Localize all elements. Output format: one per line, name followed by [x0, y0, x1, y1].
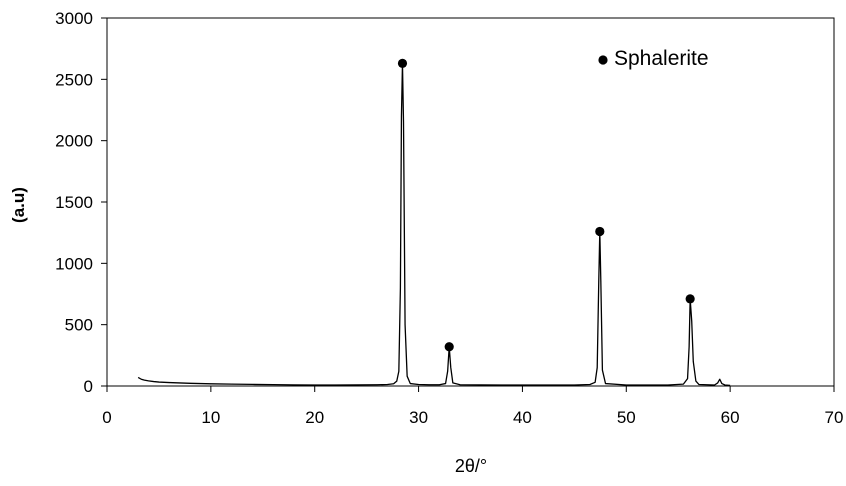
series-line [137, 62, 731, 387]
y-tick-label: 0 [84, 377, 93, 396]
y-tick-label: 2500 [55, 70, 93, 89]
peak-marker [397, 58, 408, 68]
plot-area-border [106, 17, 835, 387]
y-tick-label: 3000 [55, 9, 93, 28]
peak-marker [444, 342, 454, 352]
x-tick-label: 50 [617, 408, 636, 427]
y-axis-label: (a.u) [9, 187, 28, 223]
legend-marker-icon [598, 55, 608, 65]
legend-label: Sphalerite [614, 47, 709, 70]
series-group [137, 62, 731, 387]
x-tick-label: 0 [102, 408, 111, 427]
x-tick-label: 30 [409, 408, 428, 427]
peak-markers [397, 58, 695, 352]
legend: Sphalerite [598, 47, 709, 70]
x-tick-label: 70 [825, 408, 844, 427]
x-tick-label: 10 [201, 408, 220, 427]
y-axis-ticks: 0 500 1000 1500 2000 2500 3000 [55, 9, 107, 396]
x-tick-label: 60 [721, 408, 740, 427]
peak-marker [685, 294, 695, 304]
x-tick-label: 20 [305, 408, 324, 427]
y-tick-label: 2000 [55, 132, 93, 151]
plot-frame [106, 17, 835, 387]
y-tick-label: 1500 [55, 193, 93, 212]
peak-marker [595, 226, 605, 237]
y-tick-label: 500 [65, 316, 93, 335]
x-axis-label: 2θ/° [455, 456, 487, 476]
x-axis-ticks: 0 10 20 30 40 50 60 70 [102, 386, 843, 427]
y-tick-label: 1000 [55, 254, 93, 273]
x-tick-label: 40 [513, 408, 532, 427]
